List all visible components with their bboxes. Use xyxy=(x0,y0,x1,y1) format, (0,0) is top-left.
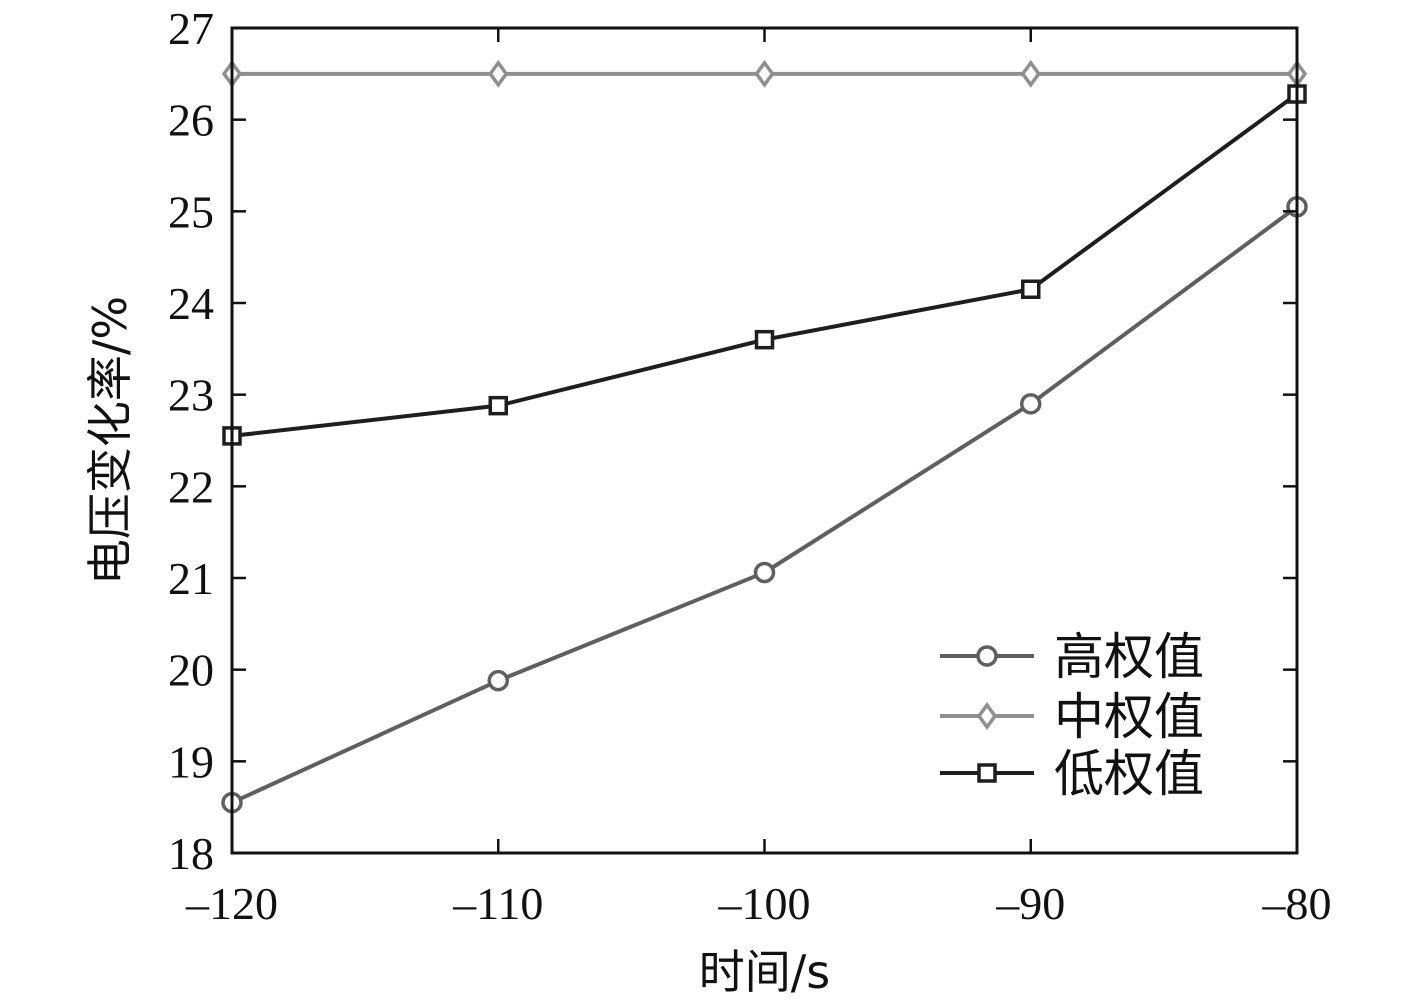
legend-label: 低权值 xyxy=(1054,745,1204,803)
x-tick-label: –110 xyxy=(452,878,543,929)
legend-label: 中权值 xyxy=(1054,688,1204,746)
legend-marker-square xyxy=(977,763,997,783)
legend-item: 中权值 xyxy=(940,688,1204,746)
data-point-square xyxy=(754,329,775,350)
x-axis-title: 时间/s xyxy=(699,945,830,999)
y-tick-label: 20 xyxy=(168,645,214,696)
data-point-circle xyxy=(487,669,509,692)
series-square xyxy=(222,84,1307,446)
x-tick-label: –80 xyxy=(1262,878,1332,929)
y-tick-label: 18 xyxy=(168,828,214,879)
data-point-circle xyxy=(753,561,776,584)
y-tick-label: 19 xyxy=(168,736,214,787)
series-line xyxy=(231,92,1299,438)
data-point-square xyxy=(488,395,508,416)
ticks-layer: –120 –110 –100 –90 –80 18 19 20 21 22 23 24 25 26 27 xyxy=(168,3,1332,929)
y-tick-label: 26 xyxy=(168,95,214,146)
y-tick-label: 23 xyxy=(168,370,214,421)
legend-item: 高权值 xyxy=(940,628,1204,686)
y-tick-label: 27 xyxy=(168,3,214,54)
y-tick-label: 21 xyxy=(168,553,214,604)
data-point-square xyxy=(1021,279,1041,299)
y-tick-label: 22 xyxy=(168,461,214,512)
legend-label: 高权值 xyxy=(1054,628,1204,686)
series-layer xyxy=(221,59,1308,814)
legend-marker-diamond xyxy=(976,702,998,730)
y-tick-label: 24 xyxy=(168,278,214,329)
data-point-diamond xyxy=(488,59,509,88)
data-point-diamond xyxy=(1020,59,1041,88)
legend-item: 低权值 xyxy=(940,745,1204,803)
series-circle xyxy=(221,196,1308,814)
data-point-diamond xyxy=(754,59,775,88)
series-diamond xyxy=(221,59,1308,88)
x-tick-label: –100 xyxy=(718,878,811,929)
x-tick-label: –120 xyxy=(185,878,278,929)
y-axis-title: 电压变化率/% xyxy=(83,296,137,585)
data-point-circle xyxy=(1020,393,1042,415)
y-tick-label: 25 xyxy=(168,186,214,237)
x-tick-label: –90 xyxy=(995,878,1065,929)
legend-marker-circle xyxy=(976,645,998,667)
